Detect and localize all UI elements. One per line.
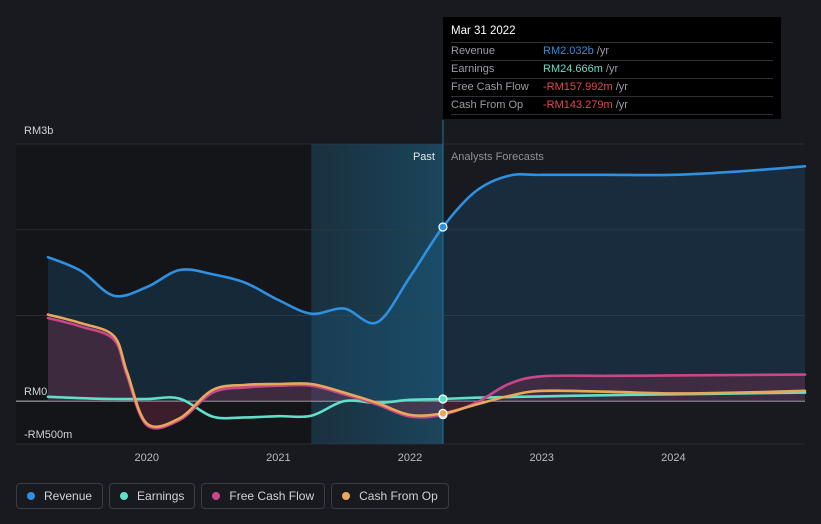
earnings-marker <box>438 394 448 404</box>
tooltip-label: Cash From Op <box>451 99 524 111</box>
legend-label: Revenue <box>44 489 93 503</box>
x-tick-label: 2022 <box>398 452 422 464</box>
tooltip-row-cfo: Cash From Op -RM143.279m /yr <box>451 97 773 115</box>
earnings-line <box>46 391 807 420</box>
forecast-label: Analysts Forecasts <box>451 151 544 163</box>
legend-item-free-cash-flow[interactable]: Free Cash Flow <box>201 483 326 509</box>
highlight-band <box>311 144 443 444</box>
x-tick-label: 2023 <box>529 452 553 464</box>
tooltip-unit: /yr <box>615 99 628 111</box>
legend: Revenue Earnings Free Cash Flow Cash Fro… <box>16 483 449 509</box>
x-tick-label: 2020 <box>134 452 158 464</box>
tooltip-row-earnings: Earnings RM24.666m /yr <box>451 61 773 79</box>
x-tick-label: 2024 <box>661 452 685 464</box>
revenue-line <box>46 164 807 325</box>
tooltip-label: Earnings <box>451 63 495 75</box>
y-tick-label: RM0 <box>24 386 47 398</box>
cash-from-op-line <box>46 313 807 428</box>
tooltip-label: Revenue <box>451 45 496 57</box>
tooltip: Mar 31 2022 Revenue RM2.032b /yr Earning… <box>443 17 781 119</box>
legend-label: Cash From Op <box>359 489 438 503</box>
legend-item-cash-from-op[interactable]: Cash From Op <box>331 483 449 509</box>
revenue-area <box>48 166 805 402</box>
tooltip-unit: /yr <box>596 45 609 57</box>
y-tick-label: -RM500m <box>24 429 72 441</box>
free-cash-flow-area <box>48 318 805 429</box>
tooltip-value: -RM157.992m <box>543 81 613 93</box>
tooltip-row-revenue: Revenue RM2.032b /yr <box>451 43 773 61</box>
legend-item-earnings[interactable]: Earnings <box>109 483 196 509</box>
legend-label: Free Cash Flow <box>229 489 315 503</box>
past-label: Past <box>413 151 435 163</box>
legend-dot-icon <box>212 492 221 500</box>
legend-label: Earnings <box>137 489 185 503</box>
legend-dot-icon <box>27 492 35 500</box>
x-tick-label: 2021 <box>266 452 290 464</box>
tooltip-value: -RM143.279m <box>543 99 613 111</box>
tooltip-label: Free Cash Flow <box>451 81 529 93</box>
tooltip-date: Mar 31 2022 <box>451 24 773 43</box>
revenue-marker <box>438 222 448 232</box>
tooltip-unit: /yr <box>615 81 628 93</box>
past-region <box>16 144 312 444</box>
cash-from-op-marker <box>438 408 448 418</box>
tooltip-value: RM24.666m <box>543 63 603 75</box>
legend-dot-icon <box>120 492 129 500</box>
tooltip-row-fcf: Free Cash Flow -RM157.992m /yr <box>451 79 773 97</box>
tooltip-value: RM2.032b <box>543 45 594 57</box>
tooltip-unit: /yr <box>605 63 619 75</box>
legend-dot-icon <box>342 492 351 500</box>
legend-item-revenue[interactable]: Revenue <box>16 483 104 509</box>
y-tick-label: RM3b <box>24 125 53 137</box>
